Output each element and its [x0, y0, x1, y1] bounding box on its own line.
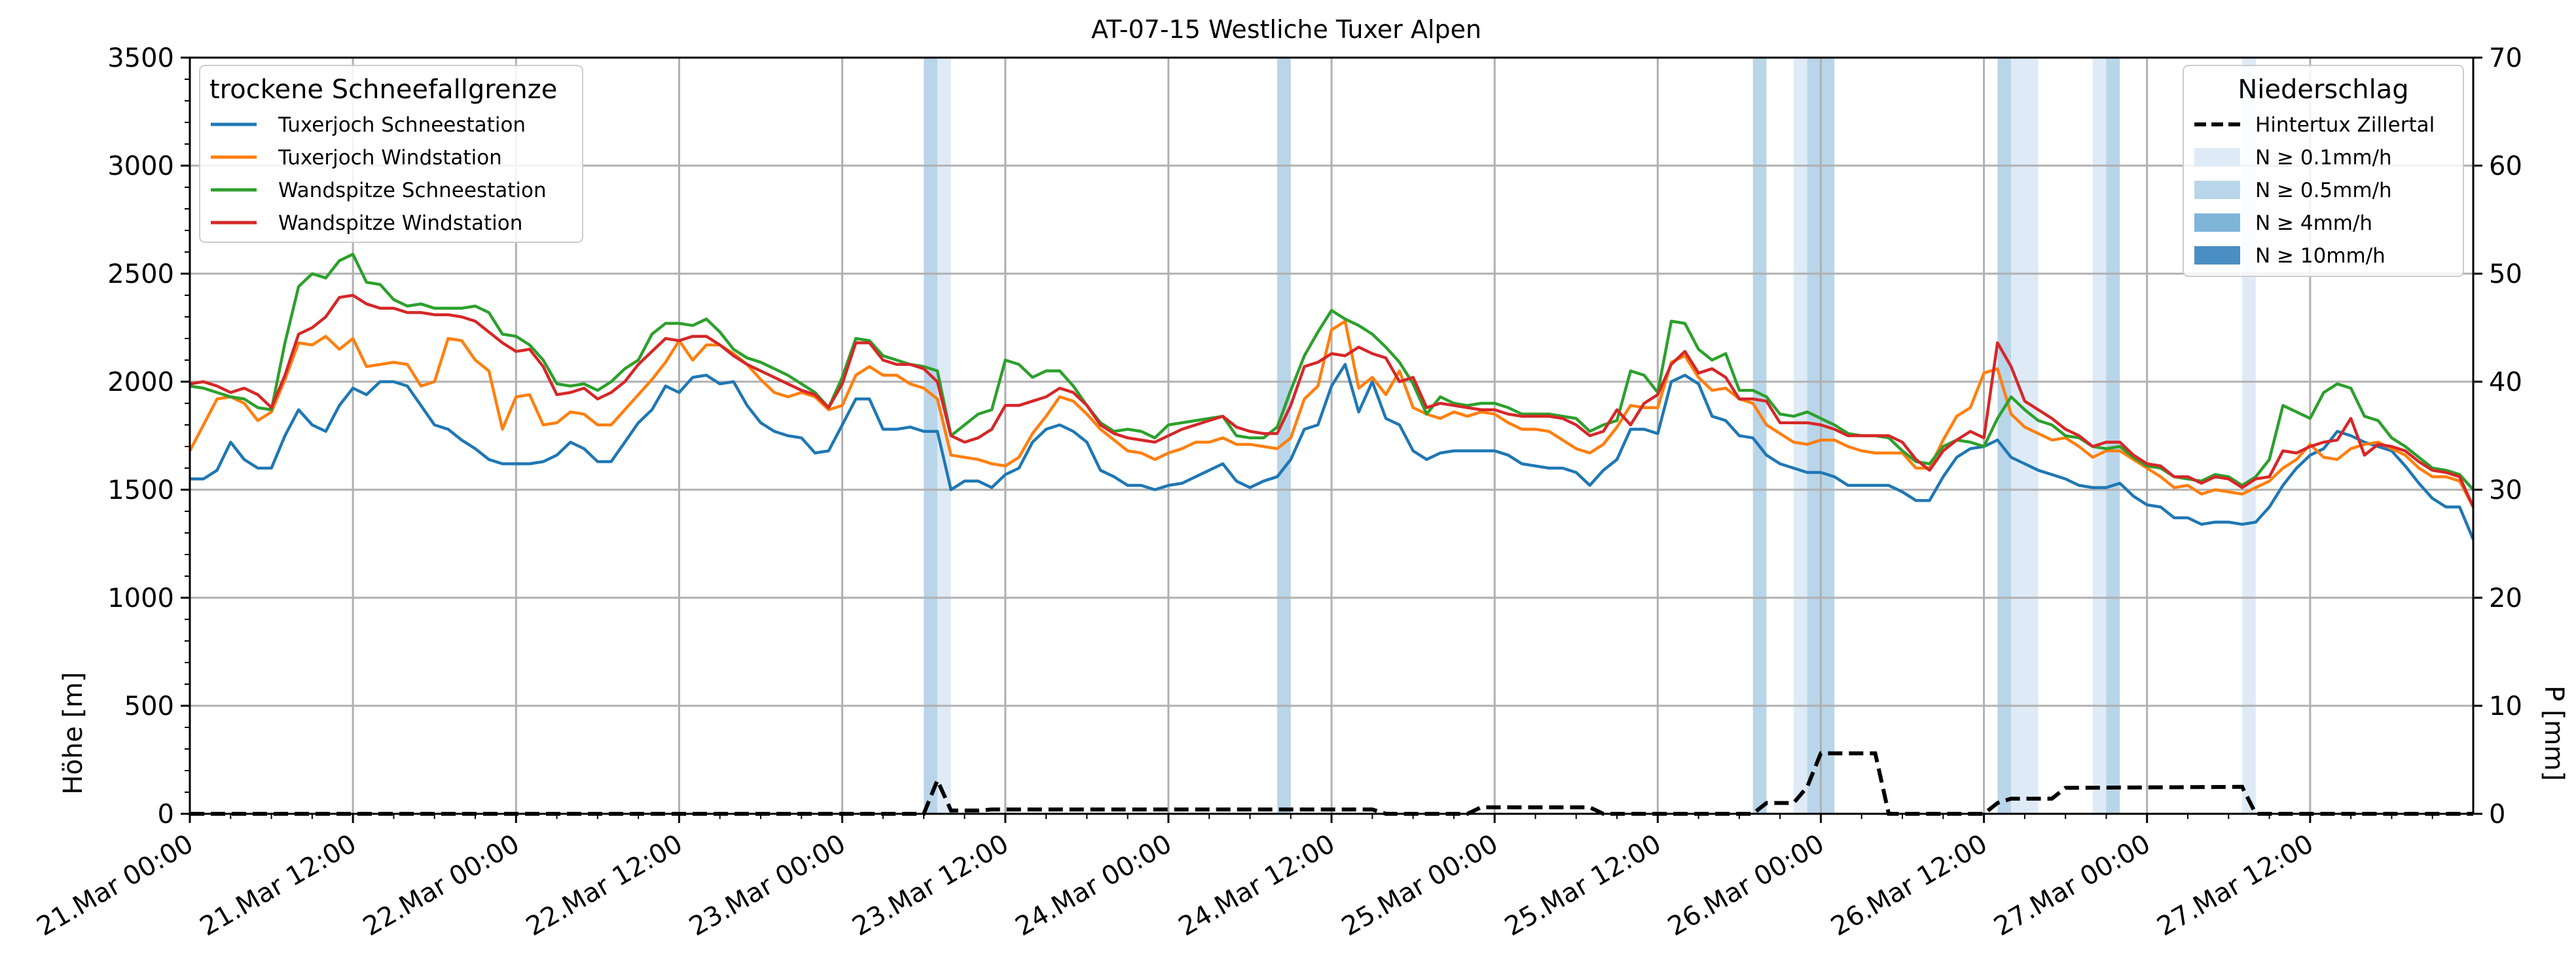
- precip-band-2: [1277, 58, 1291, 814]
- y-tick-label-6: 3000: [107, 151, 174, 181]
- legend-left-title: trockene Schneefallgrenze: [209, 75, 557, 105]
- legend-swatch-level-2: [2194, 181, 2240, 199]
- precip-band-3: [1752, 58, 1767, 814]
- y2-tick-label-1: 10: [2489, 691, 2522, 721]
- legend-label-n-4mm-h: N ≥ 4mm/h: [2255, 211, 2372, 235]
- series-lines: [189, 253, 2475, 540]
- precip-band-0: [924, 58, 937, 814]
- legend-left-box: [199, 65, 583, 243]
- y-tick-label-3: 1500: [107, 475, 174, 505]
- series-line-wandspitze-windstation: [189, 293, 2475, 508]
- legend-left-items: Tuxerjoch Schneestation Tuxerjoch Windsta…: [211, 113, 547, 235]
- y2-tick-label-7: 70: [2489, 43, 2522, 73]
- y2-tick-label-0: 0: [2489, 799, 2505, 830]
- precip-band-1: [937, 58, 951, 814]
- precip-band-6: [1997, 58, 2012, 814]
- legend-label-wandspitze-schneestation: Wandspitze Schneestation: [278, 179, 547, 202]
- legend-label-hintertux-zillertal: Hintertux Zillertal: [2255, 113, 2435, 137]
- precip-band-7: [2011, 58, 2039, 814]
- precip-line-hintertux-zillertal: [190, 751, 2473, 816]
- y-tick-label-0: 0: [158, 799, 174, 830]
- chart-title: AT-07-15 Westliche Tuxer Alpen: [1091, 15, 1481, 44]
- y-tick-label-1: 500: [124, 691, 174, 721]
- y2-tick-label-3: 30: [2489, 475, 2522, 505]
- legend-label-tuxerjoch-schneestation: Tuxerjoch Schneestation: [278, 113, 526, 137]
- y2-tick-label-5: 50: [2489, 259, 2522, 289]
- y2-tick-label-2: 20: [2489, 583, 2522, 613]
- legend-snowline: trockene Schneefallgrenze Tuxerjoch Schn…: [199, 65, 583, 243]
- y-tick-label-7: 3500: [107, 43, 174, 73]
- series-line-tuxerjoch-schneestation: [190, 363, 2475, 540]
- y-tick-label-5: 2500: [107, 259, 174, 289]
- y2-axis-label: P [mm]: [2539, 685, 2569, 781]
- y2-tick-label-4: 40: [2489, 367, 2522, 397]
- y-tick-label-2: 1000: [107, 583, 174, 613]
- legend-swatch-level-3: [2194, 213, 2240, 232]
- legend-label-wandspitze-windstation: Wandspitze Windstation: [278, 211, 522, 235]
- legend-precipitation: Niederschlag Hintertux Zillertal N ≥ 0.1m…: [2183, 65, 2464, 277]
- legend-label-n-0-1mm-h: N ≥ 0.1mm/h: [2255, 146, 2392, 170]
- precip-band-9: [2106, 58, 2120, 814]
- legend-swatch-level-1: [2194, 148, 2240, 166]
- y-axis-label: Höhe [m]: [58, 672, 88, 794]
- legend-label-n-0-5mm-h: N ≥ 0.5mm/h: [2255, 179, 2392, 202]
- legend-right-items: Hintertux Zillertal N ≥ 0.1mm/h N ≥ 0.5mm/…: [2194, 113, 2435, 268]
- legend-right-title: Niederschlag: [2238, 75, 2408, 105]
- legend-swatch-level-4: [2194, 246, 2240, 265]
- y2-tick-label-6: 60: [2489, 151, 2522, 181]
- legend-label-tuxerjoch-windstation: Tuxerjoch Windstation: [278, 146, 502, 170]
- legend-right-box: [2183, 65, 2464, 277]
- series-line-tuxerjoch-windstation: [189, 319, 2475, 508]
- precip-band-8: [2092, 58, 2107, 814]
- precipitation-line: [190, 751, 2473, 816]
- y-tick-label-4: 2000: [107, 367, 174, 397]
- legend-label-n-10mm-h: N ≥ 10mm/h: [2255, 244, 2386, 268]
- precip-band-4: [1793, 58, 1807, 814]
